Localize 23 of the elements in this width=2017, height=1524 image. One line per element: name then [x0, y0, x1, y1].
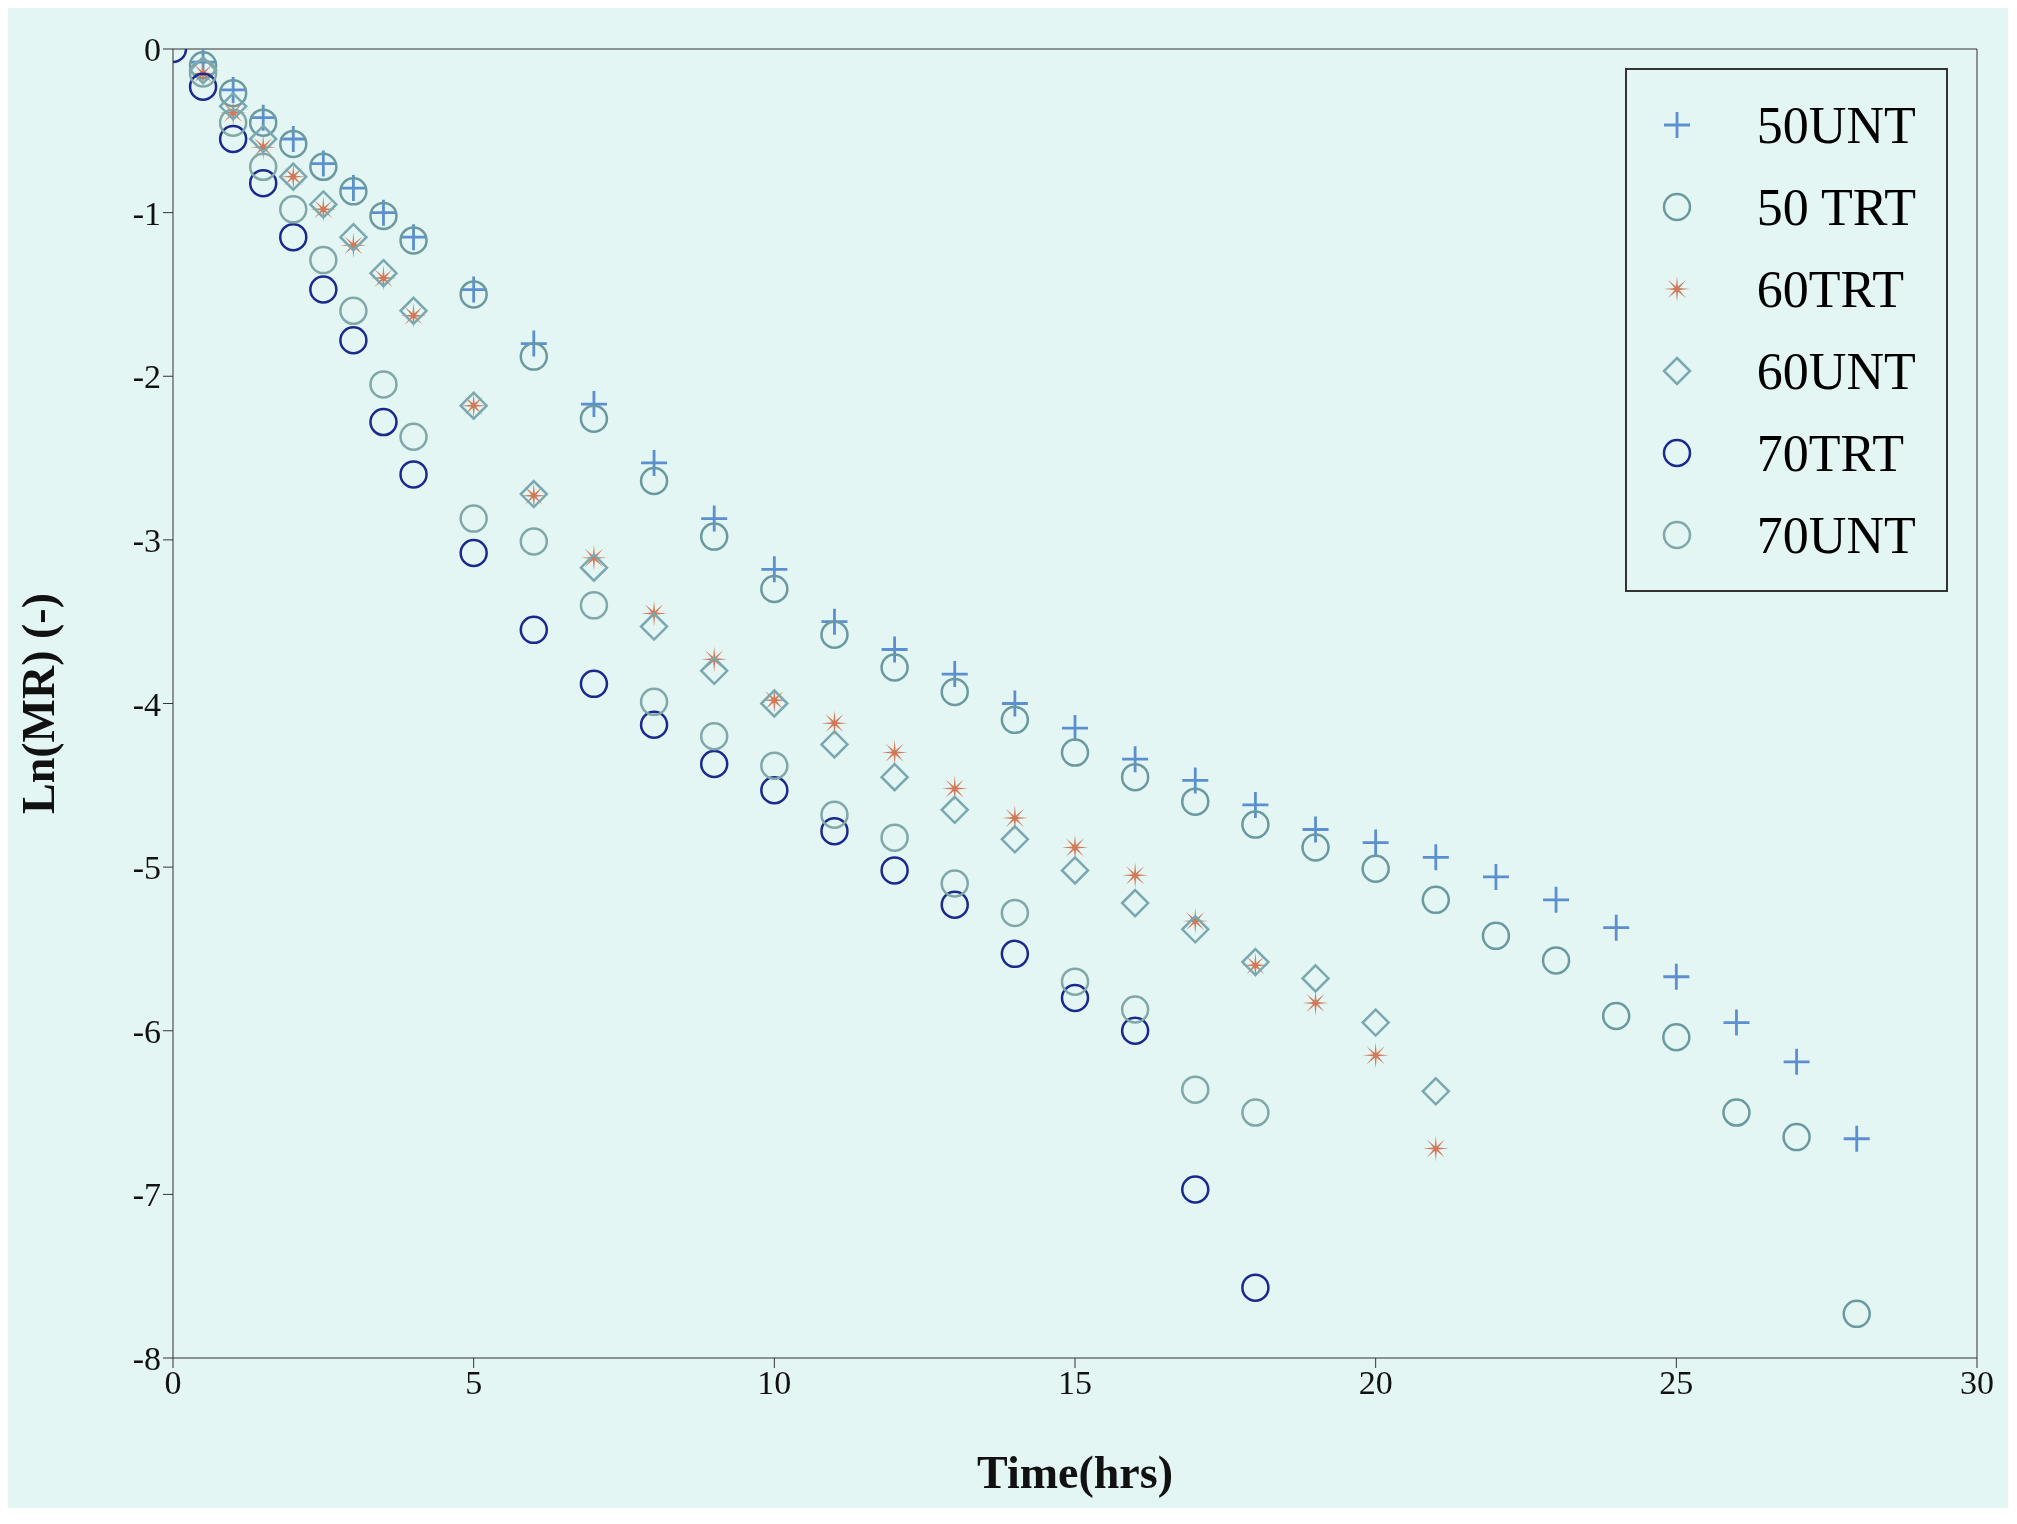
- y-tick-label: -5: [132, 849, 161, 887]
- legend-label: 50UNT: [1756, 95, 1916, 155]
- y-axis-title: Ln(MR) (-): [13, 593, 65, 814]
- x-axis-title: Time(hrs): [977, 1447, 1173, 1498]
- y-tick-label: -7: [132, 1176, 161, 1214]
- y-tick-label: -1: [132, 194, 161, 232]
- y-tick-label: -6: [132, 1012, 161, 1050]
- y-tick-label: -3: [132, 521, 161, 559]
- y-tick-label: -2: [132, 358, 161, 396]
- x-tick-label: 25: [1659, 1364, 1694, 1402]
- legend-label: 60TRT: [1756, 259, 1904, 319]
- y-tick-label: -4: [132, 685, 161, 723]
- x-tick-label: 5: [465, 1364, 483, 1402]
- x-tick-label: 15: [1058, 1364, 1092, 1402]
- legend-label: 50 TRT: [1756, 177, 1916, 237]
- legend-label: 60UNT: [1756, 341, 1916, 401]
- x-tick-label: 30: [1960, 1364, 1994, 1402]
- legend-label: 70UNT: [1756, 505, 1916, 565]
- y-tick-label: 0: [144, 31, 161, 69]
- y-tick-label: -8: [132, 1340, 161, 1378]
- x-tick-label: 10: [757, 1364, 792, 1402]
- legend-label: 70TRT: [1756, 423, 1904, 483]
- x-tick-label: 20: [1358, 1364, 1393, 1402]
